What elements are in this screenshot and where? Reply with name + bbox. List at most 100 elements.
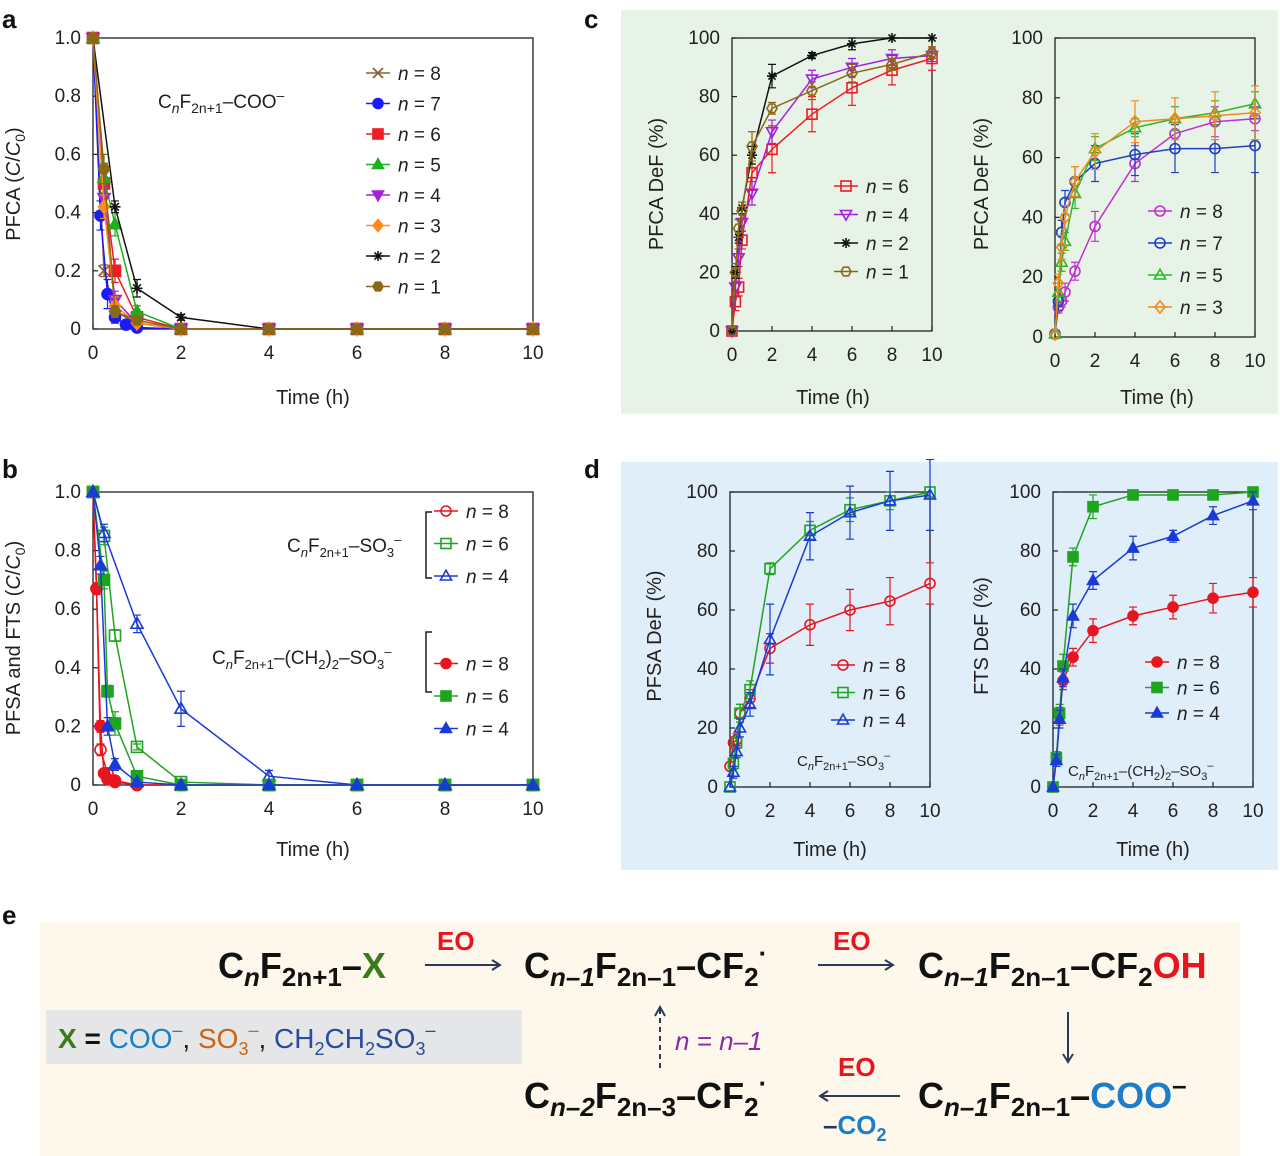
error-bar xyxy=(1091,210,1099,242)
legend-label: n = 1 xyxy=(398,278,441,299)
legend-label: n = 3 xyxy=(1180,298,1223,319)
data-point xyxy=(1089,220,1101,233)
legend-label: n = 7 xyxy=(1180,234,1223,255)
species-cf2oh: Cn–1F2n–1–CF2OH xyxy=(918,945,1207,992)
data-point xyxy=(806,108,818,120)
plot-frame xyxy=(731,37,933,332)
error-bar xyxy=(926,458,934,531)
x-tick-label: 4 xyxy=(1130,351,1141,372)
y-tick-label: 0 xyxy=(1030,777,1041,798)
x-tick-label: 10 xyxy=(919,801,940,822)
data-point xyxy=(926,47,938,58)
substituent-note-box xyxy=(46,1010,522,1064)
legend-marker xyxy=(1153,267,1167,280)
data-point xyxy=(843,505,857,518)
legend-entry: n = 6 xyxy=(1145,679,1220,700)
data-point xyxy=(1126,540,1140,553)
arrow-down xyxy=(1062,1012,1074,1064)
chart-b: 0 2 4 6 8 10 0 0.2 0.4 0.6 0.8 1.0 Time (h) PFSA and … xyxy=(3,482,544,861)
y-axis-label: PFCA (C/C0) xyxy=(3,127,28,240)
x-tick-label: 6 xyxy=(847,345,858,366)
panel-label-e: e xyxy=(2,900,16,930)
y-axis-label: FTS DeF (%) xyxy=(971,577,993,695)
legend-label: n = 2 xyxy=(866,234,909,255)
series-line xyxy=(92,37,533,330)
data-point xyxy=(1086,573,1100,586)
data-point xyxy=(1129,148,1141,161)
data-point xyxy=(1087,624,1099,637)
x-tick-label: 6 xyxy=(1168,801,1179,822)
data-point xyxy=(526,323,540,335)
legend-entry: n = 3 xyxy=(1148,298,1223,319)
data-point xyxy=(85,484,101,498)
legend-entry: n = 4 xyxy=(834,206,909,227)
y-tick-label: 0.6 xyxy=(55,144,81,165)
legend-entry: n = 6 xyxy=(831,684,906,705)
data-point xyxy=(1088,144,1102,159)
species-carboxylate: Cn–1F2n–1–COO– xyxy=(918,1070,1187,1122)
legend-entry: n = 4 xyxy=(1145,704,1220,725)
data-point xyxy=(1208,108,1222,123)
y-axis-label: PFCA DeF (%) xyxy=(971,118,993,250)
error-bar xyxy=(846,485,854,540)
series-line xyxy=(92,37,533,330)
x-tick-label: 2 xyxy=(1090,351,1101,372)
data-point xyxy=(729,267,742,278)
legend-marker xyxy=(439,721,453,734)
series-n-7 xyxy=(86,31,540,336)
panel-a-formula: CnF2n+1–COO– xyxy=(158,87,285,116)
legend-entry: n = 1 xyxy=(834,263,909,284)
error-bar xyxy=(133,743,141,751)
series-line xyxy=(92,37,533,330)
eo-label-3: EO xyxy=(838,1052,876,1082)
legend-label: n = 8 xyxy=(398,64,441,85)
data-point xyxy=(1051,284,1066,297)
legend-marker xyxy=(440,537,452,550)
x-tick-label: 8 xyxy=(440,343,451,364)
series-line xyxy=(1054,117,1256,335)
error-bar xyxy=(806,603,814,646)
error-bar xyxy=(766,562,774,576)
data-point xyxy=(886,59,898,70)
panel-b-pfsa-formula: CnF2n+1–SO3– xyxy=(287,532,402,560)
x-tick-label: 6 xyxy=(845,801,856,822)
data-point xyxy=(1169,142,1181,155)
legend-marker xyxy=(1151,681,1163,694)
error-bar xyxy=(848,63,856,83)
y-axis-label: PFSA and FTS (C/C0) xyxy=(3,541,28,736)
legend-entry: n = 8 xyxy=(831,656,906,677)
data-point xyxy=(807,50,817,61)
legend-entry: n = 4 xyxy=(831,711,906,732)
data-point xyxy=(108,264,122,278)
data-point xyxy=(108,775,122,789)
x-tick-label: 8 xyxy=(1208,801,1219,822)
legend-entry: n = 8 xyxy=(434,655,509,676)
data-point xyxy=(108,305,122,318)
error-bar xyxy=(731,263,740,282)
y-tick-label: 100 xyxy=(686,482,718,503)
error-bar xyxy=(1251,85,1259,141)
series-pfsa-n-8 xyxy=(86,485,540,792)
data-point xyxy=(746,166,758,179)
x-axis-label: Time (h) xyxy=(1120,387,1194,409)
error-bar xyxy=(766,603,774,676)
series-line xyxy=(92,37,533,330)
data-point xyxy=(805,74,819,87)
legend-entry: n = 8 xyxy=(1148,202,1223,223)
error-bar xyxy=(177,690,185,727)
data-point xyxy=(131,282,143,294)
data-point xyxy=(1166,528,1180,542)
error-bar xyxy=(1131,100,1139,144)
x-tick-label: 2 xyxy=(176,343,187,364)
legend-label: n = 6 xyxy=(863,684,906,705)
error-bar xyxy=(808,81,816,101)
legend-entry: n = 8 xyxy=(366,64,441,85)
legend-marker xyxy=(371,218,385,233)
y-tick-label: 0 xyxy=(70,775,81,796)
x-tick-label: 8 xyxy=(440,799,451,820)
data-point xyxy=(883,493,897,506)
data-point xyxy=(93,557,108,571)
series-line xyxy=(92,37,533,330)
x-tick-label: 6 xyxy=(1170,351,1181,372)
